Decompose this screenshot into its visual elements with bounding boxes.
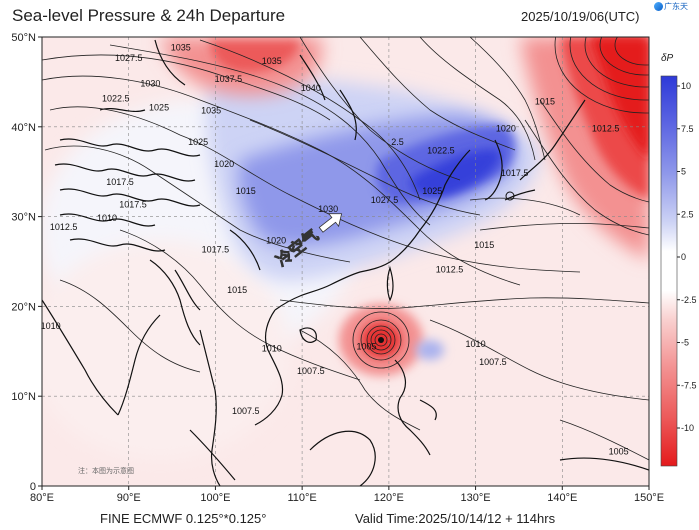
lat-tick-label: 0 xyxy=(30,481,36,493)
colorbar: 10 7.5 5 2.5 0 -2.5 -5 -7.5 -10 xyxy=(660,75,697,467)
colorbar-ticks: 10 7.5 5 2.5 0 -2.5 -5 -7.5 -10 xyxy=(677,81,697,433)
isobar-label: 1010 xyxy=(41,321,61,331)
lon-tick-label: 130°E xyxy=(461,492,491,504)
isobar-labels: 1027.5 1035 1035 1030 1037.5 1040 1022.5 1025 10… xyxy=(41,42,629,456)
isobar-label: 1012.5 xyxy=(436,264,464,274)
map-note: 注：本图为示意图 xyxy=(78,468,134,475)
isobar-label: 2.5 xyxy=(391,137,404,147)
lat-tick-label: 50°N xyxy=(11,32,36,44)
isobar-label: 1020 xyxy=(496,123,516,133)
logo-text: 广东天 xyxy=(664,2,688,11)
isobar-label: 1012.5 xyxy=(592,123,620,133)
lon-tick-label: 90°E xyxy=(117,492,141,504)
isobar-label: 1025 xyxy=(149,103,169,113)
lon-tick-label: 150°E xyxy=(634,492,664,504)
map-frame xyxy=(41,36,650,487)
isobar-label: 1030 xyxy=(140,78,160,88)
isobar-label: 1015 xyxy=(227,285,247,295)
isobar-label: 1007.5 xyxy=(479,357,507,367)
colorbar-tick-label: -10 xyxy=(681,423,694,433)
isobar-label: 1027.5 xyxy=(115,53,143,63)
isobar-label: 1015 xyxy=(535,96,555,106)
lat-tick-label: 10°N xyxy=(11,391,36,403)
colorbar-tick-label: -7.5 xyxy=(681,380,697,390)
valid-time-label: Valid Time:2025/10/14/12 + 114hrs xyxy=(355,511,556,526)
isobar-label: 1017.5 xyxy=(501,168,529,178)
isobar-label: 1017.5 xyxy=(202,245,230,255)
isobar-label: 1017.5 xyxy=(106,177,134,187)
colorbar-tick-label: 10 xyxy=(681,81,691,91)
colorbar-tick-label: 2.5 xyxy=(681,209,694,219)
isobar-label: 1022.5 xyxy=(102,94,130,104)
colorbar-tick-label: -5 xyxy=(681,338,689,348)
model-label: FINE ECMWF 0.125°*0.125° xyxy=(100,511,267,526)
lat-tick-label: 20°N xyxy=(11,301,36,313)
isobar-label: 1025 xyxy=(422,186,442,196)
cold-air-arrow-icon xyxy=(318,213,343,233)
isobar-label: 1037.5 xyxy=(215,74,243,84)
isobar-label: 1022.5 xyxy=(427,146,455,156)
lon-tick-label: 140°E xyxy=(547,492,577,504)
isobar-label: 1015 xyxy=(474,240,494,250)
colorbar-tick-label: 5 xyxy=(681,167,686,177)
isobar-label: 1007.5 xyxy=(232,406,260,416)
isobar-label: 1035 xyxy=(201,105,221,115)
lon-tick-label: 100°E xyxy=(200,492,230,504)
isobar-label: 1005 xyxy=(609,447,629,457)
isobar-label: 1017.5 xyxy=(119,200,147,210)
forecast-datetime: 2025/10/19/06(UTC) xyxy=(521,9,640,24)
lat-tick-label: 30°N xyxy=(11,212,36,224)
coastlines xyxy=(42,39,649,486)
axis-ticks: 80°E 90°E 100°E 110°E 120°E 130°E 140°E 150°E 0 1… xyxy=(11,32,664,504)
isobar-label: 1035 xyxy=(262,56,282,66)
typhoon-center-icon xyxy=(378,337,384,343)
isobar-label: 1025 xyxy=(188,137,208,147)
isobar-label: 1040 xyxy=(301,83,321,93)
departure-shading xyxy=(42,37,649,486)
isobar-label: 1010 xyxy=(97,213,117,223)
logo-icon xyxy=(654,2,663,12)
isobar-label: 1020 xyxy=(266,236,286,246)
colorbar-title: δP xyxy=(661,53,674,64)
isobar-label: 1010 xyxy=(262,343,282,353)
lon-tick-label: 80°E xyxy=(30,492,54,504)
provider-logo: 广东天 xyxy=(654,1,688,12)
isobar-label: 1007.5 xyxy=(297,366,325,376)
lon-tick-label: 120°E xyxy=(374,492,404,504)
isobar-label: 1027.5 xyxy=(371,195,399,205)
colorbar-tick-label: 0 xyxy=(681,252,686,262)
isobar-label: 1020 xyxy=(214,159,234,169)
isobar-label: 1035 xyxy=(171,42,191,52)
isobar-label: 1012.5 xyxy=(50,222,78,232)
graticule xyxy=(42,37,649,486)
isobar-label: 1010 xyxy=(466,339,486,349)
isobar-label: 1030 xyxy=(318,204,338,214)
lon-tick-label: 110°E xyxy=(288,492,317,504)
typhoon-isobar-label: 1005 xyxy=(357,342,377,352)
isobars xyxy=(42,37,649,461)
low-center-icon xyxy=(505,191,515,201)
isobar-label: 1015 xyxy=(236,186,256,196)
map-title: Sea-level Pressure & 24h Departure xyxy=(12,6,286,25)
colorbar-gradient xyxy=(660,75,678,467)
colorbar-tick-label: -2.5 xyxy=(681,295,697,305)
colorbar-tick-label: 7.5 xyxy=(681,124,694,134)
lat-tick-label: 40°N xyxy=(11,122,36,134)
